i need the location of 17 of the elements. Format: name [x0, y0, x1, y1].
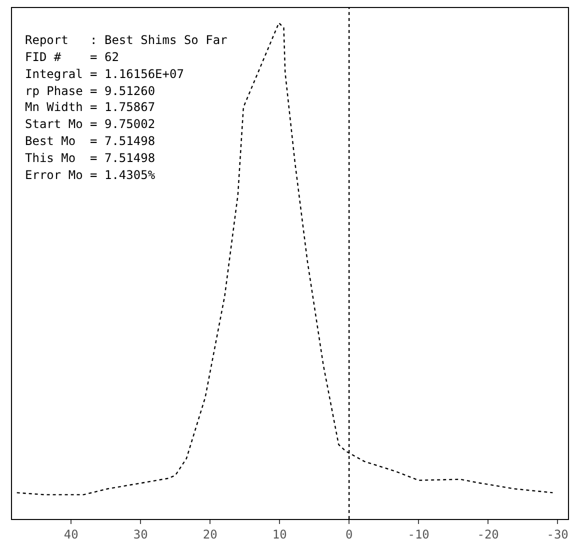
annotation: Integral = 1.16156E+07 [25, 67, 184, 81]
annotation: Report : Best Shims So Far [25, 33, 228, 47]
annotation: Error Mo = 1.4305% [25, 168, 156, 182]
x-tick-label: 0 [345, 527, 353, 542]
annotation: Mn Width = 1.75867 [25, 100, 156, 114]
annotation: rp Phase = 9.51260 [25, 84, 156, 98]
x-tick-label: 40 [64, 527, 78, 542]
annotation: Best Mo = 7.51498 [25, 134, 156, 148]
x-tick-label: 30 [133, 527, 148, 542]
x-tick-label: -20 [477, 527, 499, 542]
annotation: This Mo = 7.51498 [25, 151, 156, 165]
annotation: Start Mo = 9.75002 [25, 117, 156, 131]
x-tick-label: -30 [546, 527, 568, 542]
x-tick-label: -10 [408, 527, 430, 542]
x-tick-label: 10 [272, 527, 287, 542]
annotation: FID # = 62 [25, 50, 119, 64]
x-tick-label: 20 [202, 527, 218, 542]
